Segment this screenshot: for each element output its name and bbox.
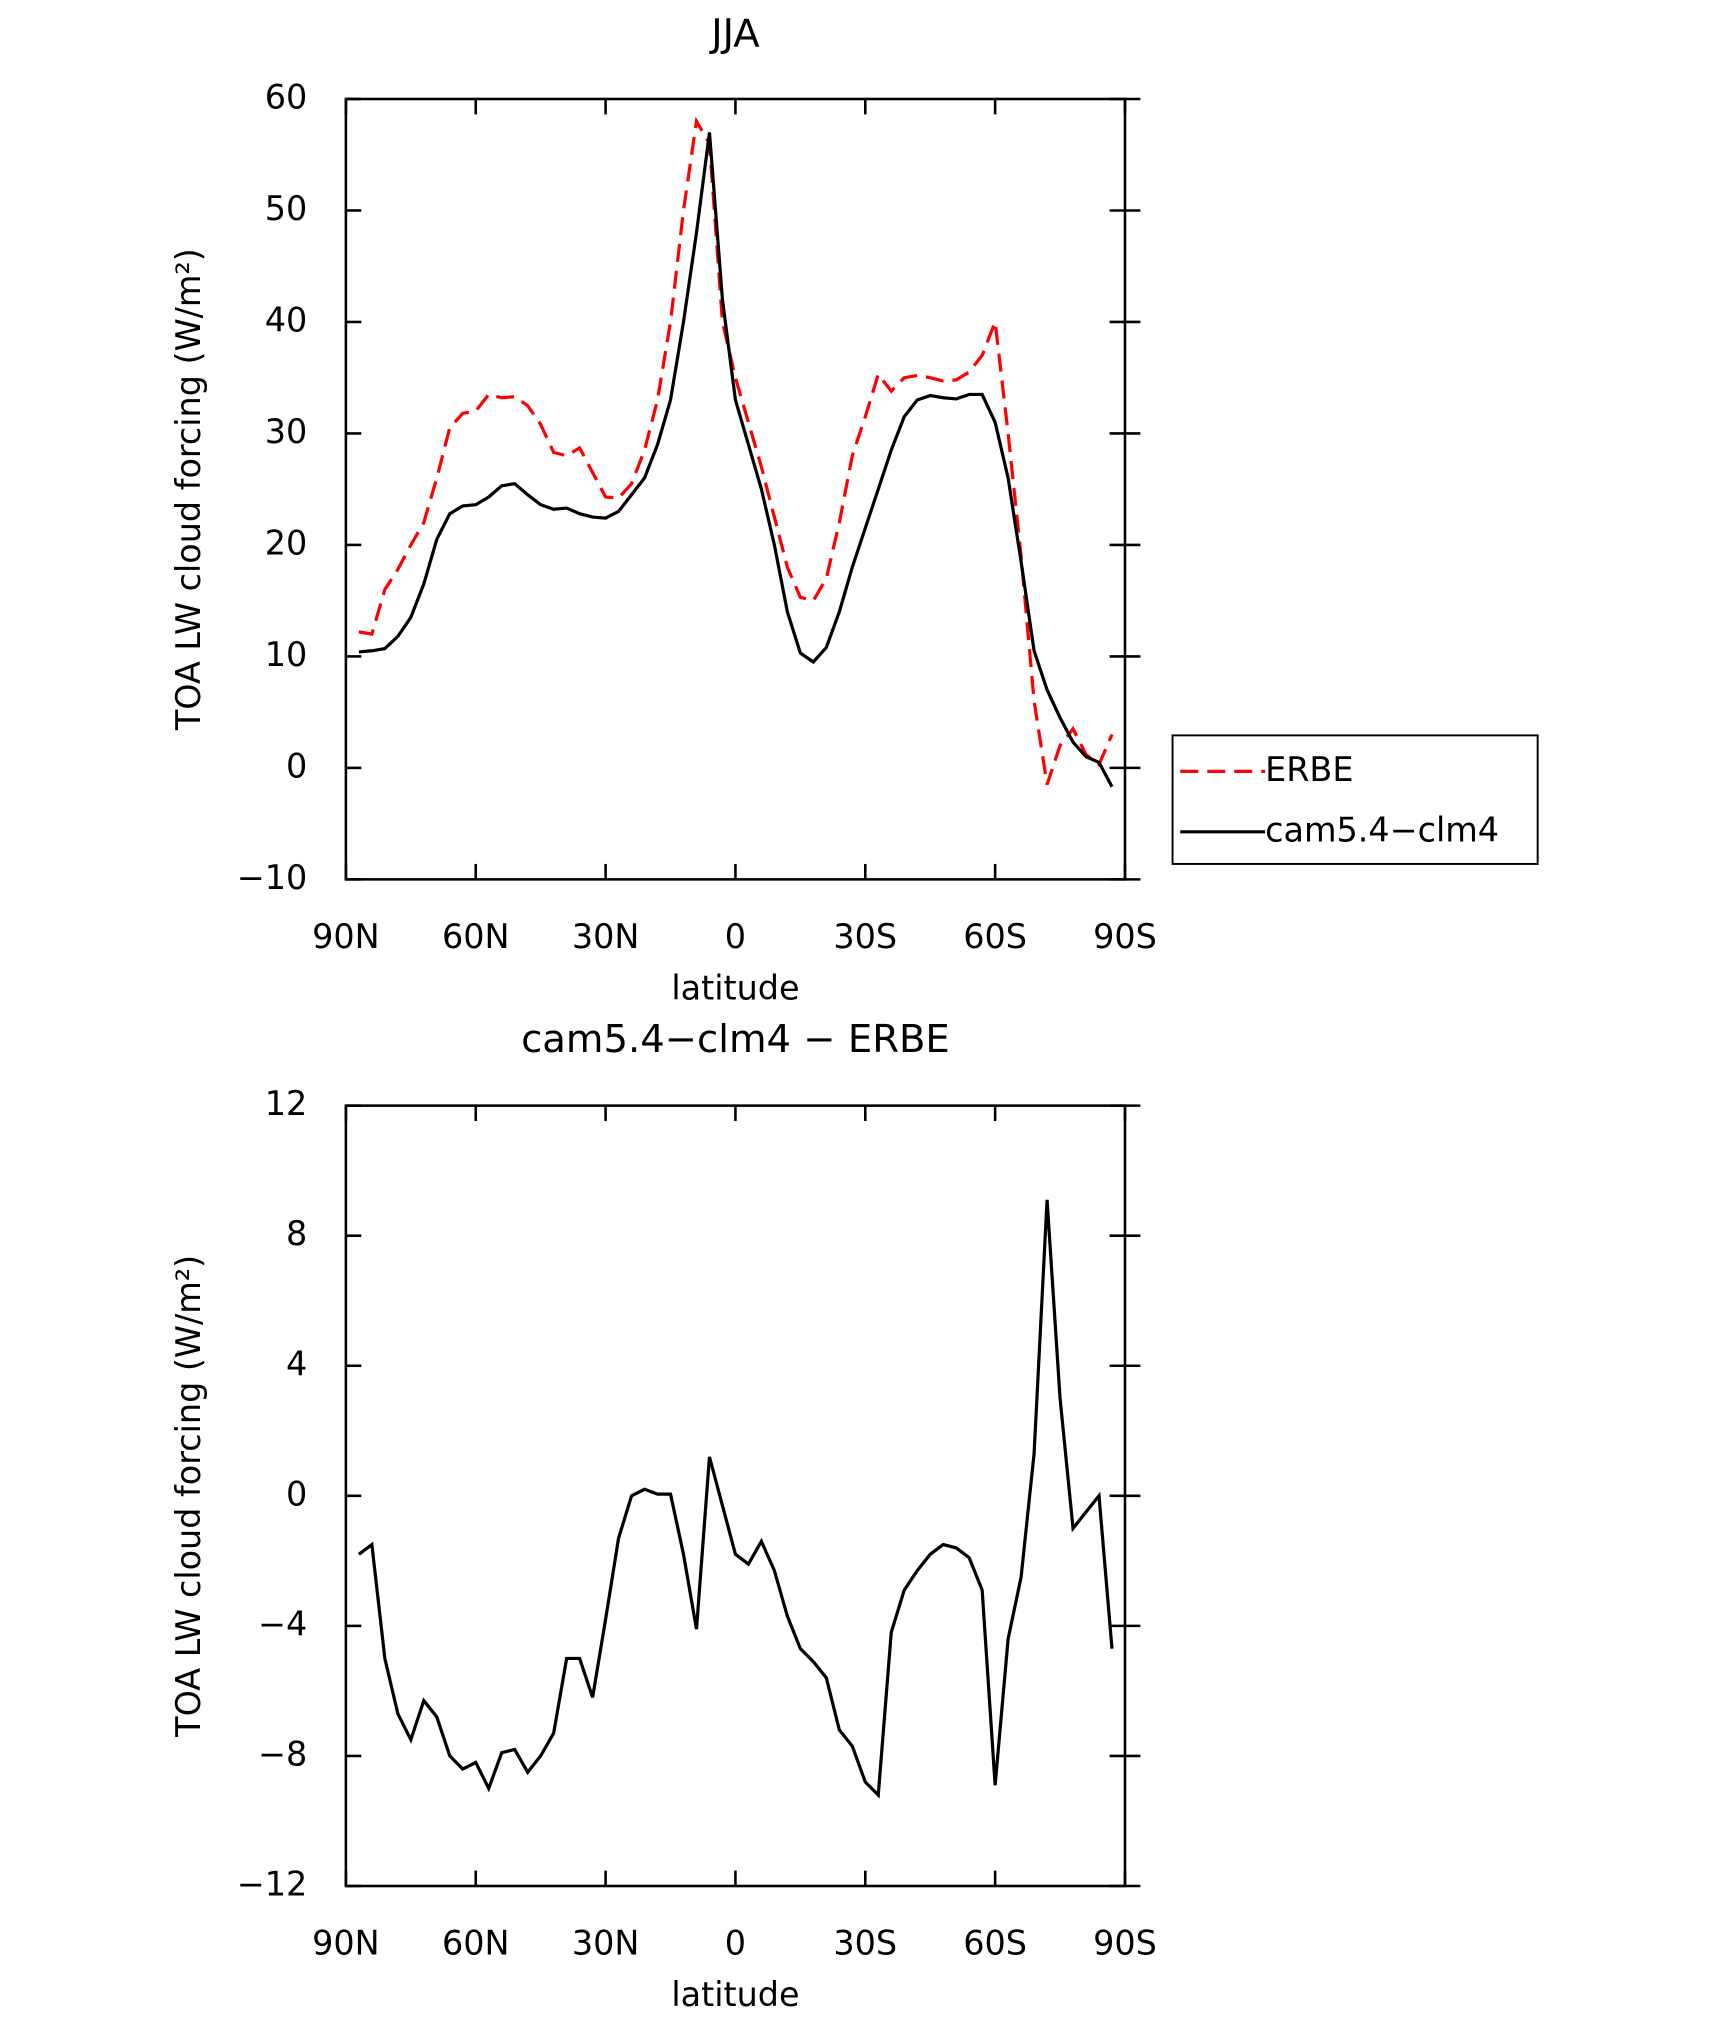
data-line xyxy=(358,132,1114,788)
x-tick-label: 0 xyxy=(725,917,746,956)
y-tick-label: −10 xyxy=(237,858,308,897)
legend-label: cam5.4−clm4 xyxy=(1265,810,1499,849)
chart-title: JJA xyxy=(709,11,760,56)
y-tick-label: −4 xyxy=(258,1604,307,1643)
y-tick-label: −12 xyxy=(237,1865,308,1904)
y-tick-label: 40 xyxy=(265,300,308,339)
y-axis-label: TOA LW cloud forcing (W/m²) xyxy=(169,1255,208,1738)
x-axis-label: latitude xyxy=(671,968,799,1007)
chart-title: cam5.4−clm4 − ERBE xyxy=(521,1017,950,1062)
x-tick-label: 30S xyxy=(833,917,897,956)
y-tick-label: 0 xyxy=(286,1474,307,1513)
x-tick-label: 60S xyxy=(963,917,1027,956)
y-tick-label: 20 xyxy=(265,523,308,562)
x-tick-label: 60S xyxy=(963,1924,1027,1963)
x-tick-label: 90S xyxy=(1093,1924,1157,1963)
data-line xyxy=(358,116,1114,786)
y-tick-label: 12 xyxy=(265,1084,308,1123)
x-tick-label: 30N xyxy=(572,1924,640,1963)
x-tick-label: 0 xyxy=(725,1924,746,1963)
y-tick-label: 0 xyxy=(286,746,307,785)
y-tick-label: 60 xyxy=(265,77,308,116)
x-tick-label: 30S xyxy=(833,1924,897,1963)
y-tick-label: 10 xyxy=(265,635,308,674)
y-tick-label: 4 xyxy=(286,1344,307,1383)
x-tick-label: 60N xyxy=(442,1924,510,1963)
y-axis-label: TOA LW cloud forcing (W/m²) xyxy=(169,248,208,731)
x-tick-label: 90N xyxy=(312,1924,380,1963)
x-tick-label: 90N xyxy=(312,917,380,956)
legend-label: ERBE xyxy=(1265,750,1353,789)
y-tick-label: 30 xyxy=(265,412,308,451)
y-tick-label: 50 xyxy=(265,189,308,228)
data-line xyxy=(357,1199,1114,1799)
x-tick-label: 30N xyxy=(572,917,640,956)
x-tick-label: 90S xyxy=(1093,917,1157,956)
y-tick-label: −8 xyxy=(258,1734,307,1773)
legend-box xyxy=(1171,734,1539,865)
plot-frame xyxy=(344,97,1127,881)
x-tick-label: 60N xyxy=(442,917,510,956)
y-tick-label: 8 xyxy=(286,1214,307,1253)
x-axis-label: latitude xyxy=(671,1975,799,2014)
